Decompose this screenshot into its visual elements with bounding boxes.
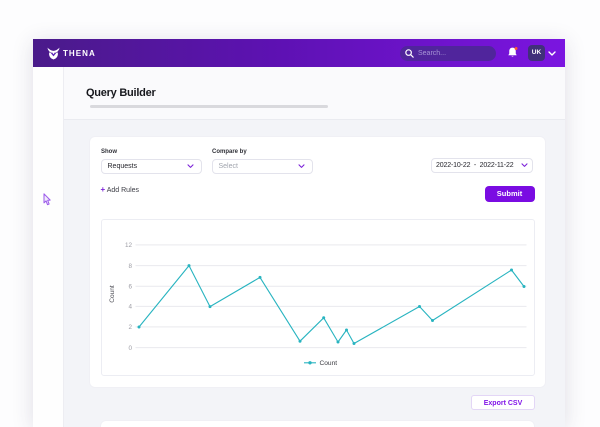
svg-text:0: 0 xyxy=(128,345,132,352)
svg-text:12: 12 xyxy=(124,242,132,249)
svg-text:6: 6 xyxy=(128,284,132,291)
svg-text:Count: Count xyxy=(109,285,116,303)
svg-text:8: 8 xyxy=(128,263,132,270)
svg-text:Count: Count xyxy=(319,360,337,367)
svg-text:4: 4 xyxy=(128,304,132,311)
svg-text:2: 2 xyxy=(128,324,132,331)
